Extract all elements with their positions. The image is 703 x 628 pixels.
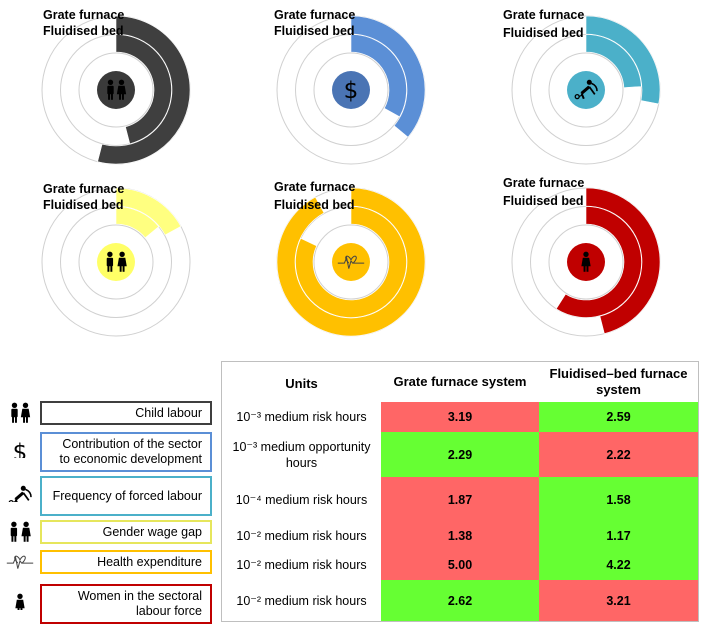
header-units: Units [285, 376, 318, 391]
radial-chart [490, 10, 670, 180]
units-cell: 10⁻² medium risk hours [236, 593, 367, 608]
radial-chart: $ [255, 10, 435, 180]
ring-label-fluidised: Fluidised bed [43, 198, 124, 212]
grate-furnace-arc [350, 15, 426, 138]
fluidised-bed-arc [295, 206, 407, 318]
radial-chart [255, 182, 435, 352]
legend-row: Gender wage gap [0, 520, 214, 544]
fluidised-value-cell: 2.59 [539, 402, 698, 432]
legend-row: Child labour [0, 401, 214, 425]
legend-row: Health expenditure [0, 550, 214, 574]
svg-text:$: $ [13, 440, 28, 458]
fluidised-value-cell: 3.21 [539, 580, 698, 621]
legend-label: Contribution of the sector to economic d… [40, 432, 212, 472]
fluidised-value-cell: 2.22 [539, 432, 698, 477]
legend-label: Gender wage gap [40, 520, 212, 544]
guide-circle-inner [548, 52, 624, 128]
grate-value-cell: 2.62 [381, 580, 539, 621]
fluidised-bed-arc [350, 34, 407, 118]
fluidised-bed-arc [115, 34, 172, 145]
center-disc [332, 71, 370, 109]
center-disc [97, 71, 135, 109]
units-cell: 10⁻² medium risk hours [236, 558, 367, 572]
ring-label-grate: Grate furnace [503, 176, 585, 190]
fluidised-value-cell: 4.22 [539, 550, 698, 580]
ring-label-grate: Grate furnace [503, 8, 585, 22]
guide-circle-inner [548, 224, 624, 300]
guide-circle-inner [78, 224, 154, 300]
grate-value-cell: 1.87 [381, 477, 539, 522]
grate-furnace-arc [585, 15, 661, 105]
fluidised-value-cell: 1.17 [539, 522, 698, 550]
heartbeat-icon [6, 555, 34, 569]
radial-svg: $ [276, 15, 426, 165]
forced-labour-icon [8, 485, 32, 502]
ring-label-grate: Grate furnace [274, 8, 356, 22]
grate-furnace-arc [115, 187, 182, 236]
ring-label-fluidised: Fluidised bed [503, 194, 584, 208]
fluidised-value-cell: 1.58 [539, 477, 698, 522]
gender-icon [10, 521, 31, 542]
units-cell: 10⁻³ medium risk hours [236, 410, 367, 424]
guide-circle-inner [313, 224, 389, 300]
grate-furnace-arc [97, 15, 191, 165]
heartbeat-icon [337, 255, 365, 269]
radial-svg [511, 15, 661, 165]
guide-circle-inner [78, 52, 154, 128]
units-cell: 10⁻² medium risk hours [236, 529, 367, 543]
grate-furnace-arc [585, 187, 661, 335]
guide-circle-inner [313, 52, 389, 128]
grate-value-cell: 3.19 [381, 402, 539, 432]
ring-label-grate: Grate furnace [43, 8, 125, 22]
legend-label: Child labour [40, 401, 212, 425]
fluidised-bed-arc [585, 34, 642, 88]
units-cell: 10⁻⁴ medium risk hours [235, 492, 368, 507]
gender-icon [106, 251, 127, 272]
fluidised-bed-arc [555, 206, 642, 318]
radial-svg [41, 15, 191, 165]
fluidised-bed-arc [115, 206, 160, 239]
units-cell: 10⁻³ medium opportunity hours [232, 439, 371, 470]
header-grate: Grate furnace system [393, 374, 527, 389]
radial-chart [20, 182, 200, 352]
ring-label-grate: Grate furnace [43, 182, 125, 196]
ring-label-fluidised: Fluidised bed [503, 26, 584, 40]
dollar-icon: $ [13, 440, 28, 458]
grate-value-cell: 5.00 [381, 550, 539, 580]
grate-furnace-arc [276, 187, 426, 337]
grate-value-cell: 1.38 [381, 522, 539, 550]
legend-row: Women in the sectoral labour force [0, 584, 214, 624]
radial-svg [511, 187, 661, 337]
legend-row: Frequency of forced labour [0, 476, 214, 516]
radial-chart [490, 182, 670, 352]
ring-label-fluidised: Fluidised bed [274, 24, 355, 38]
child-labour-icon [107, 79, 127, 100]
header-fluidised: Fluidised–bed furnace system [549, 366, 688, 397]
child-labour-icon [11, 402, 31, 423]
center-disc [97, 243, 135, 281]
radial-svg [41, 187, 191, 337]
ring-label-grate: Grate furnace [274, 180, 356, 194]
results-table: Units Grate furnace system Fluidised–bed… [221, 361, 699, 622]
grate-value-cell: 2.29 [381, 432, 539, 477]
legend-label: Health expenditure [40, 550, 212, 574]
legend-row: $ Contribution of the sector to economic … [0, 432, 214, 472]
radial-chart [20, 10, 200, 180]
radial-svg [276, 187, 426, 337]
svg-text:$: $ [344, 78, 359, 104]
legend-label: Frequency of forced labour [40, 476, 212, 516]
dollar-icon: $ [344, 78, 359, 104]
forced-labour-icon [574, 79, 598, 100]
woman-icon [15, 593, 25, 610]
ring-label-fluidised: Fluidised bed [274, 198, 355, 212]
woman-icon [581, 251, 591, 272]
ring-label-fluidised: Fluidised bed [43, 24, 124, 38]
legend-label: Women in the sectoral labour force [40, 584, 212, 624]
